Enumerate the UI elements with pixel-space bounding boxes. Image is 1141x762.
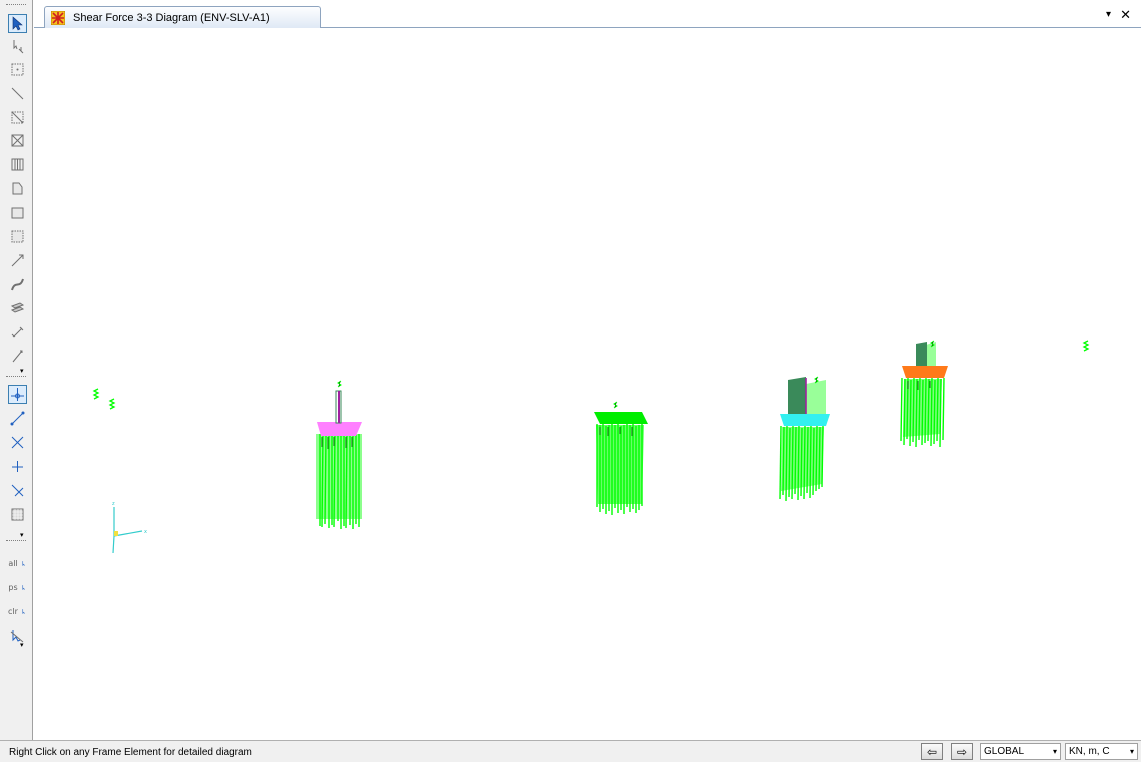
draw-dimension-button[interactable] bbox=[8, 323, 27, 342]
toolbar-overflow-dropdown[interactable]: ▾ bbox=[20, 642, 24, 649]
tab-shear-force-diagram[interactable]: Shear Force 3-3 Diagram (ENV-SLV-A1) bbox=[44, 6, 321, 28]
snap-points-button[interactable] bbox=[8, 385, 27, 404]
snap-lines-edges-icon bbox=[9, 482, 26, 499]
snap-fine-grid-button[interactable] bbox=[8, 505, 27, 524]
quick-draw-area-icon bbox=[9, 228, 26, 245]
coordinate-system-select[interactable]: GLOBAL ▾ bbox=[980, 743, 1061, 760]
toolbar-grip[interactable] bbox=[6, 376, 26, 379]
toolbar-grip[interactable] bbox=[6, 540, 26, 543]
quick-draw-braces-button[interactable] bbox=[8, 131, 27, 150]
clear-selection-icon: clr bbox=[8, 606, 27, 618]
draw-reference-point-button[interactable] bbox=[8, 347, 27, 366]
draw-link-button[interactable] bbox=[8, 251, 27, 270]
arrow-right-icon: ⇨ bbox=[956, 744, 968, 759]
pointer-select-button[interactable] bbox=[8, 14, 27, 33]
status-bar: Right Click on any Frame Element for det… bbox=[0, 740, 1141, 762]
coordinate-system-value: GLOBAL bbox=[984, 746, 1025, 757]
model-view-canvas[interactable]: z x bbox=[34, 29, 1141, 740]
view-tab-strip: Shear Force 3-3 Diagram (ENV-SLV-A1) ▾ ✕ bbox=[34, 0, 1141, 28]
draw-joint-icon bbox=[9, 61, 26, 78]
toolbar-overflow-dropdown[interactable]: ▾ bbox=[20, 532, 24, 539]
snap-points-icon bbox=[9, 386, 26, 403]
close-view-button[interactable]: ✕ bbox=[1120, 7, 1131, 22]
shear-force-diagram-3d: z x bbox=[92, 340, 1090, 554]
quick-draw-secondary-beams-button[interactable] bbox=[8, 155, 27, 174]
select-all-icon: all bbox=[8, 558, 26, 570]
arrow-left-icon: ⇦ bbox=[926, 744, 938, 759]
clear-selection-button[interactable]: clr bbox=[8, 602, 27, 621]
units-select[interactable]: KN, m, C ▾ bbox=[1065, 743, 1138, 760]
toolbar-overflow-dropdown[interactable]: ▾ bbox=[20, 368, 24, 375]
frame-element-group-4 bbox=[900, 340, 948, 448]
draw-joint-button[interactable] bbox=[8, 60, 27, 79]
reshaper-button[interactable] bbox=[8, 37, 27, 56]
draw-poly-area-button[interactable] bbox=[8, 179, 27, 198]
draw-tendon-icon bbox=[9, 276, 26, 293]
quick-draw-secondary-beams-icon bbox=[9, 156, 26, 173]
snap-intersections-button[interactable] bbox=[8, 433, 27, 452]
draw-rect-area-icon bbox=[9, 204, 26, 221]
draw-frame-button[interactable] bbox=[8, 84, 27, 103]
get-previous-selection-icon: ps bbox=[8, 582, 26, 594]
next-view-button[interactable]: ⇨ bbox=[951, 743, 973, 760]
snap-fine-grid-icon bbox=[9, 506, 26, 523]
select-intersecting-line-button[interactable] bbox=[8, 626, 27, 645]
snap-ends-icon bbox=[9, 410, 26, 427]
snap-ends-button[interactable] bbox=[8, 409, 27, 428]
frame-element-group-3 bbox=[779, 376, 830, 502]
snap-lines-edges-button[interactable] bbox=[8, 481, 27, 500]
spring-symbol bbox=[92, 340, 1090, 410]
toolbar-grip[interactable] bbox=[6, 4, 26, 7]
get-previous-selection-button[interactable]: ps bbox=[8, 578, 27, 597]
draw-rect-area-button[interactable] bbox=[8, 203, 27, 222]
left-toolbar: all ps clr ▾ ▾ ▾ bbox=[0, 0, 33, 740]
chevron-down-icon: ▾ bbox=[1052, 747, 1057, 756]
pointer-select-icon bbox=[9, 15, 26, 32]
reshaper-icon bbox=[9, 38, 26, 55]
select-all-button[interactable]: all bbox=[8, 554, 27, 573]
svg-text:z: z bbox=[112, 501, 115, 507]
status-message: Right Click on any Frame Element for det… bbox=[9, 747, 252, 758]
draw-section-cut-icon bbox=[9, 300, 26, 317]
snap-perpendicular-button[interactable] bbox=[8, 457, 27, 476]
chevron-down-icon: ▾ bbox=[1129, 747, 1134, 756]
draw-reference-point-icon bbox=[9, 348, 26, 365]
frame-element-group-1 bbox=[316, 380, 362, 529]
frame-element-group-2 bbox=[594, 401, 648, 515]
quick-draw-braces-icon bbox=[9, 132, 26, 149]
tab-menu-button[interactable]: ▾ bbox=[1105, 9, 1111, 20]
quick-draw-area-button[interactable] bbox=[8, 227, 27, 246]
tab-title: Shear Force 3-3 Diagram (ENV-SLV-A1) bbox=[73, 11, 270, 24]
draw-poly-area-icon bbox=[9, 180, 26, 197]
previous-view-button[interactable]: ⇦ bbox=[921, 743, 943, 760]
quick-draw-frame-button[interactable] bbox=[8, 108, 27, 127]
quick-draw-frame-icon bbox=[9, 109, 26, 126]
draw-frame-icon bbox=[9, 85, 26, 102]
snap-perpendicular-icon bbox=[9, 458, 26, 475]
draw-section-cut-button[interactable] bbox=[8, 299, 27, 318]
etabs-app-icon bbox=[51, 10, 65, 25]
draw-tendon-button[interactable] bbox=[8, 275, 27, 294]
global-axes-triad: z x bbox=[112, 501, 147, 554]
draw-link-icon bbox=[9, 252, 26, 269]
units-value: KN, m, C bbox=[1069, 746, 1110, 757]
draw-dimension-icon bbox=[9, 324, 26, 341]
snap-intersections-icon bbox=[9, 434, 26, 451]
select-intersecting-line-icon bbox=[9, 627, 26, 644]
svg-text:x: x bbox=[144, 529, 147, 535]
